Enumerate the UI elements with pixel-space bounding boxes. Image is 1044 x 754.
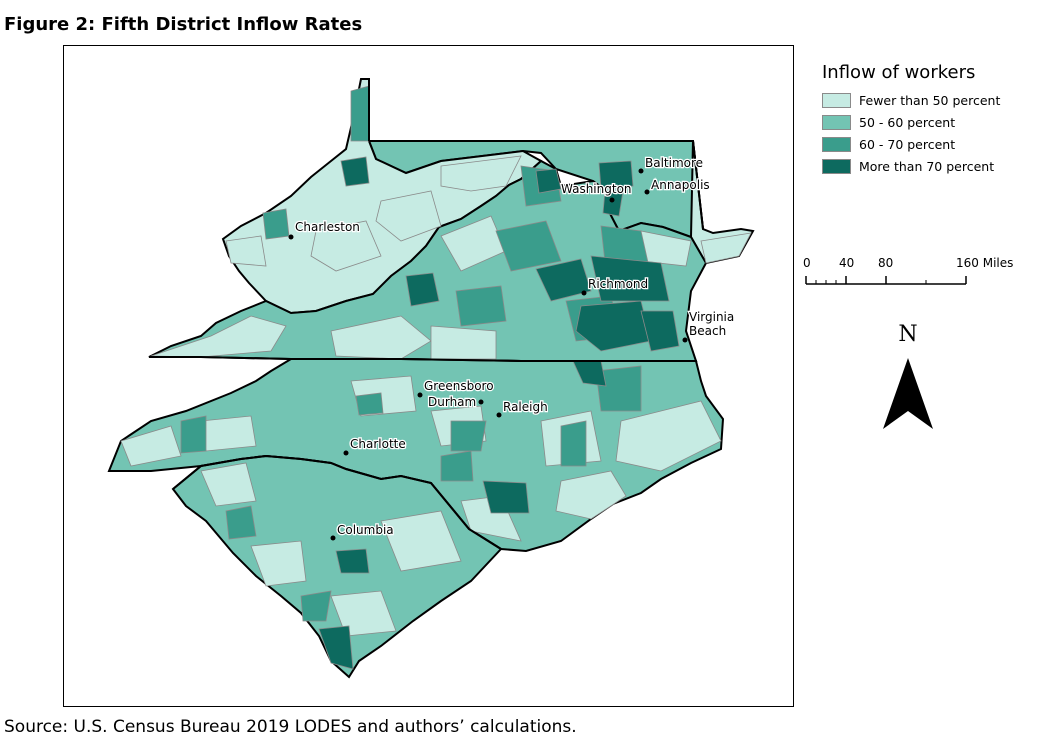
city-label-charlotte: Charlotte <box>350 437 406 451</box>
city-labels: Baltimore Annapolis Washington Charlesto… <box>294 155 736 539</box>
legend: Inflow of workers Fewer than 50 percent … <box>822 62 1037 177</box>
legend-label: 50 - 60 percent <box>859 114 956 130</box>
figure-title: Figure 2: Fifth District Inflow Rates <box>4 14 363 35</box>
scale-label-160: 160 Miles <box>956 256 1014 270</box>
legend-label: More than 70 percent <box>859 158 995 174</box>
city-label-virginia: Virginia <box>689 310 734 324</box>
legend-item: More than 70 percent <box>822 155 1037 177</box>
scale-bar: 0 40 80 160 Miles <box>803 256 1028 296</box>
city-label-charleston: Charleston <box>295 220 360 234</box>
legend-title: Inflow of workers <box>822 62 976 83</box>
map: Baltimore Annapolis Washington Charlesto… <box>107 78 755 679</box>
city-label-beach: Beach <box>689 324 726 338</box>
city-dot-raleigh <box>496 412 502 418</box>
city-dot-washington <box>609 197 615 203</box>
legend-swatch <box>822 92 851 108</box>
city-label-greensboro: Greensboro <box>424 379 494 393</box>
source-note: Source: U.S. Census Bureau 2019 LODES an… <box>4 717 577 737</box>
scale-label-80: 80 <box>878 256 894 270</box>
city-label-baltimore: Baltimore <box>645 156 703 170</box>
state-borders <box>149 78 704 550</box>
legend-swatch <box>822 114 851 130</box>
city-dot-greensboro <box>417 392 423 398</box>
map-frame: Baltimore Annapolis Washington Charlesto… <box>63 45 794 707</box>
legend-item: 50 - 60 percent <box>822 111 1037 133</box>
city-markers <box>288 168 688 541</box>
city-label-annapolis: Annapolis <box>651 178 710 192</box>
legend-label: 60 - 70 percent <box>859 136 956 152</box>
counties-dark <box>318 156 680 670</box>
city-dot-durham <box>478 399 484 405</box>
city-dot-baltimore <box>638 168 644 174</box>
city-dot-virginia-beach <box>682 337 688 343</box>
scale-label-0: 0 <box>803 256 811 270</box>
city-dot-columbia <box>330 535 336 541</box>
city-dot-richmond <box>581 290 587 296</box>
city-label-raleigh: Raleigh <box>503 400 548 414</box>
legend-item: 60 - 70 percent <box>822 133 1037 155</box>
scale-bar-ticks <box>805 276 967 285</box>
city-label-richmond: Richmond <box>588 277 648 291</box>
city-label-durham: Durham <box>428 395 476 409</box>
north-arrow-icon <box>883 358 933 429</box>
city-dot-annapolis <box>644 189 650 195</box>
counties-mid <box>180 85 652 622</box>
legend-item: Fewer than 50 percent <box>822 89 1037 111</box>
legend-label: Fewer than 50 percent <box>859 92 1001 108</box>
city-dot-charlotte <box>343 450 349 456</box>
scale-label-40: 40 <box>839 256 855 270</box>
legend-swatch <box>822 136 851 152</box>
city-label-washington: Washington <box>561 182 632 196</box>
legend-swatch <box>822 158 851 174</box>
north-arrow: N <box>878 322 938 437</box>
city-dot-charleston <box>288 234 294 240</box>
north-label: N <box>898 322 918 347</box>
city-label-columbia: Columbia <box>337 523 394 537</box>
